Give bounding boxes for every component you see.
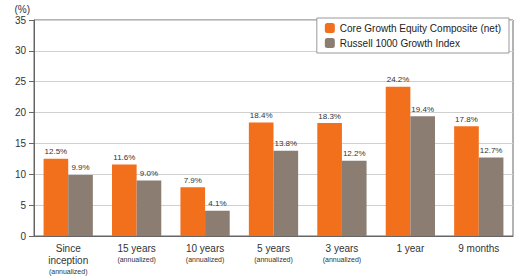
svg-text:12.2%: 12.2% [343, 149, 366, 158]
svg-text:4.1%: 4.1% [208, 199, 226, 208]
svg-text:9.9%: 9.9% [71, 163, 89, 172]
svg-text:1 year: 1 year [396, 243, 424, 254]
svg-text:20: 20 [15, 107, 27, 118]
svg-text:(%): (%) [14, 4, 30, 15]
svg-text:inception: inception [48, 255, 88, 266]
svg-text:9.0%: 9.0% [140, 169, 158, 178]
svg-text:3 years: 3 years [326, 243, 359, 254]
svg-text:5 years: 5 years [257, 243, 290, 254]
svg-text:0: 0 [20, 231, 26, 242]
svg-text:Core Growth Equity Composite (: Core Growth Equity Composite (net) [340, 23, 501, 34]
svg-text:35: 35 [15, 15, 27, 26]
svg-text:15: 15 [15, 138, 27, 149]
svg-text:5: 5 [20, 200, 26, 211]
svg-text:18.3%: 18.3% [318, 112, 341, 121]
svg-text:15 years: 15 years [117, 243, 155, 254]
svg-text:13.8%: 13.8% [274, 139, 297, 148]
svg-text:12.7%: 12.7% [480, 146, 503, 155]
svg-text:11.6%: 11.6% [113, 153, 135, 162]
svg-text:30: 30 [15, 45, 27, 56]
svg-text:Russell 1000 Growth Index: Russell 1000 Growth Index [340, 38, 460, 49]
svg-text:19.4%: 19.4% [411, 105, 434, 114]
svg-text:(annualized): (annualized) [49, 268, 88, 276]
svg-text:7.9%: 7.9% [184, 176, 202, 185]
svg-text:17.8%: 17.8% [455, 115, 478, 124]
svg-text:(annualized): (annualized) [254, 256, 293, 264]
svg-text:Since: Since [56, 243, 81, 254]
svg-text:(annualized): (annualized) [117, 256, 156, 264]
svg-text:(annualized): (annualized) [323, 256, 362, 264]
svg-text:9 months: 9 months [458, 243, 499, 254]
svg-text:(annualized): (annualized) [186, 256, 225, 264]
svg-text:12.5%: 12.5% [45, 147, 68, 156]
svg-text:25: 25 [15, 76, 27, 87]
svg-text:10 years: 10 years [186, 243, 224, 254]
svg-text:24.2%: 24.2% [387, 75, 410, 84]
svg-text:10: 10 [15, 169, 27, 180]
svg-text:18.4%: 18.4% [250, 111, 273, 120]
